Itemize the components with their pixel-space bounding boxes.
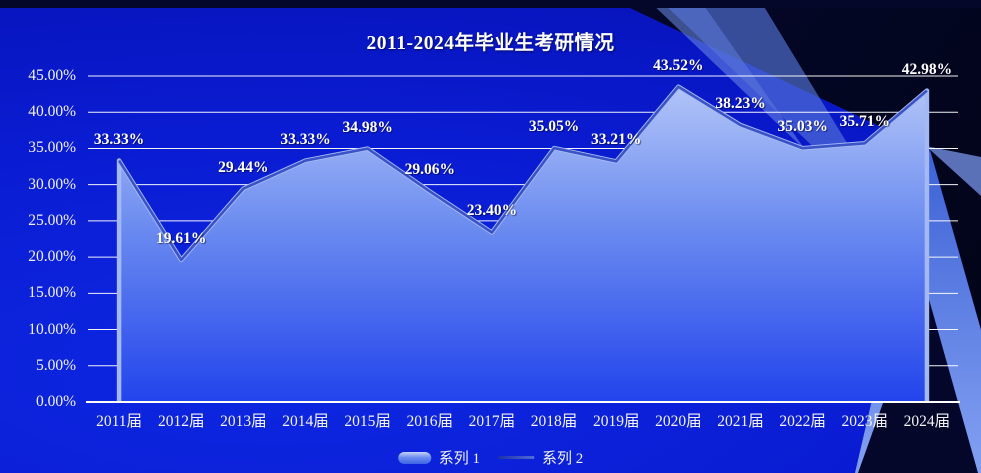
data-label: 19.61% bbox=[156, 229, 207, 247]
y-tick-label: 10.00% bbox=[28, 320, 76, 338]
y-tick-label: 35.00% bbox=[28, 139, 76, 157]
data-label: 29.06% bbox=[404, 161, 455, 179]
data-label: 35.03% bbox=[777, 118, 828, 136]
data-label: 34.98% bbox=[342, 118, 393, 136]
data-label: 35.05% bbox=[528, 118, 580, 136]
y-tick-label: 15.00% bbox=[28, 284, 76, 302]
y-tick-label: 40.00% bbox=[28, 103, 76, 121]
area-fill bbox=[119, 86, 927, 403]
chart-legend: 系列 1 系列 2 bbox=[397, 447, 584, 468]
legend-label-series1: 系列 1 bbox=[438, 451, 480, 467]
y-tick-label: 25.00% bbox=[28, 211, 76, 229]
x-tick-label: 2017届 bbox=[468, 413, 516, 430]
background-top-strip bbox=[0, 0, 981, 8]
y-tick-label: 20.00% bbox=[28, 248, 76, 266]
y-tick-label: 0.00% bbox=[35, 393, 76, 410]
series-line bbox=[117, 85, 928, 262]
x-tick-label: 2015届 bbox=[344, 413, 391, 430]
legend-swatch-series2 bbox=[498, 456, 534, 459]
data-label: 33.33% bbox=[280, 130, 331, 148]
legend-label-series2: 系列 2 bbox=[542, 451, 584, 467]
data-label: 35.71% bbox=[839, 113, 890, 131]
x-tick-label: 2012届 bbox=[157, 413, 205, 430]
x-tick-label: 2021届 bbox=[717, 413, 764, 430]
data-label: 33.21% bbox=[591, 131, 642, 149]
data-label: 23.40% bbox=[466, 202, 518, 220]
legend-swatch-series1 bbox=[397, 451, 431, 464]
x-tick-label: 2018届 bbox=[530, 413, 578, 430]
data-label: 43.52% bbox=[653, 56, 704, 74]
y-tick-label: 45.00% bbox=[28, 67, 76, 84]
y-tick-label: 30.00% bbox=[28, 175, 76, 193]
x-tick-label: 2011届 bbox=[96, 413, 143, 430]
x-tick-label: 2016届 bbox=[406, 413, 454, 430]
x-tick-label: 2019届 bbox=[592, 413, 640, 430]
data-label: 33.33% bbox=[93, 130, 145, 148]
data-label: 42.98% bbox=[901, 60, 953, 78]
x-tick-label: 2013届 bbox=[220, 413, 267, 430]
x-tick-label: 2023届 bbox=[841, 413, 889, 430]
x-tick-label: 2022届 bbox=[779, 413, 826, 430]
y-tick-label: 5.00% bbox=[35, 356, 76, 374]
chart-title: 2011-2024年毕业生考研情况 bbox=[366, 33, 615, 54]
data-label: 29.44% bbox=[218, 158, 269, 176]
x-tick-label: 2020届 bbox=[655, 413, 702, 430]
x-tick-label: 2024届 bbox=[903, 413, 951, 430]
data-label: 38.23% bbox=[715, 95, 766, 113]
x-tick-label: 2014届 bbox=[282, 413, 329, 430]
